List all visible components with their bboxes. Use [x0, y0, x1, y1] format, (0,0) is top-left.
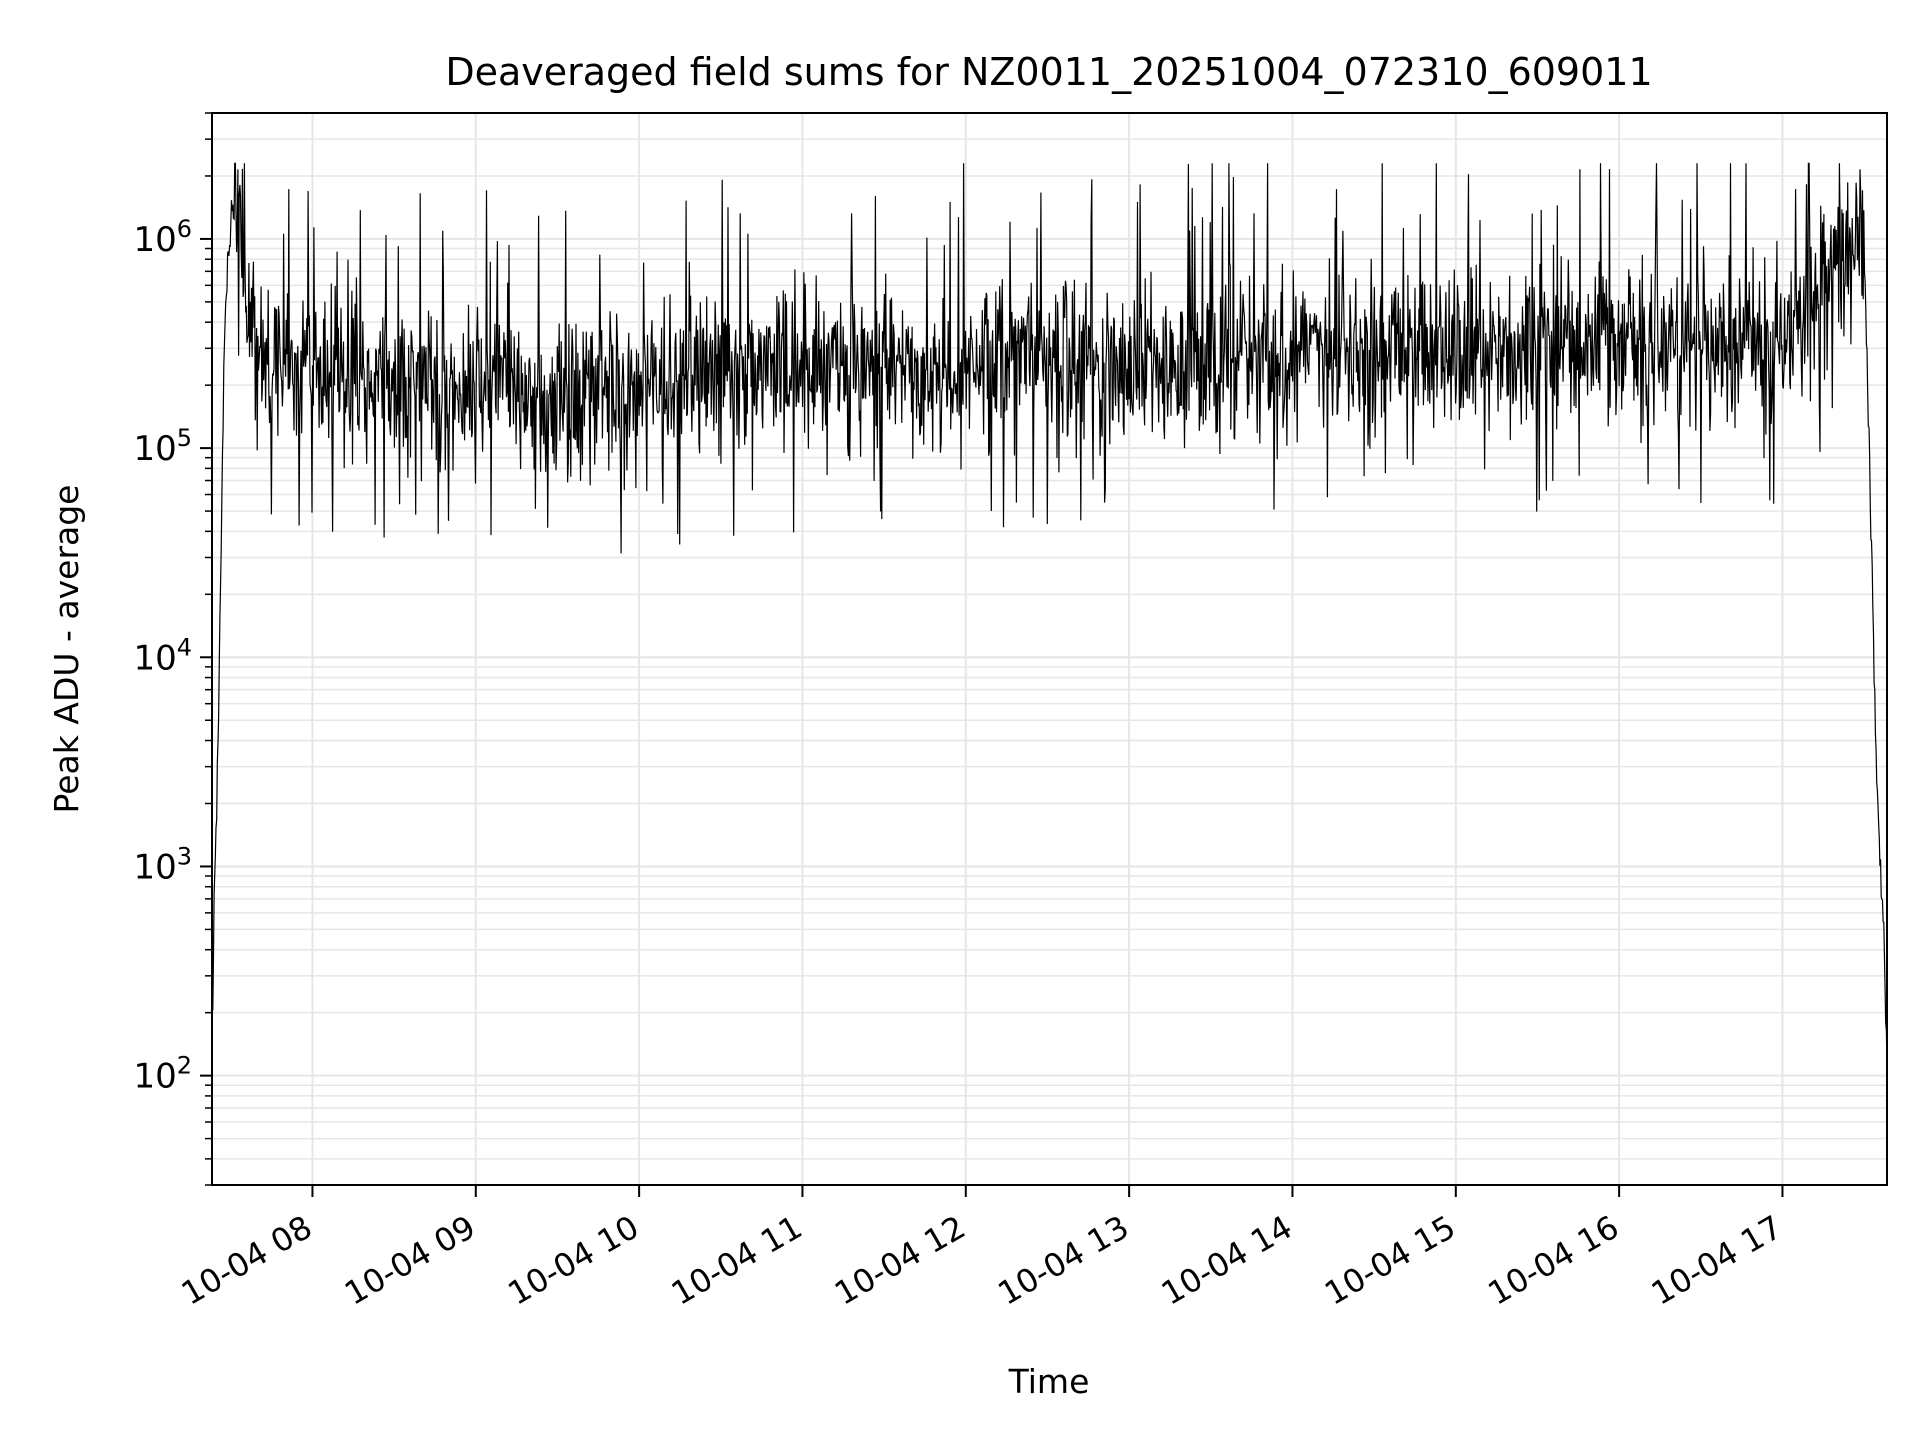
chart-title: Deaveraged field sums for NZ0011_2025100… — [445, 50, 1652, 94]
series-line — [212, 162, 1888, 1076]
data-series — [212, 162, 1888, 1076]
y-tick-label: 104 — [133, 633, 192, 678]
y-axis-label: Peak ADU - average — [47, 485, 86, 814]
y-tick-label: 103 — [133, 842, 192, 887]
y-tick-label: 102 — [133, 1052, 192, 1097]
y-tick-label: 106 — [133, 215, 192, 260]
y-tick-label: 105 — [133, 424, 192, 469]
x-axis-label: Time — [1008, 1362, 1090, 1401]
plot-frame — [211, 112, 1888, 1186]
